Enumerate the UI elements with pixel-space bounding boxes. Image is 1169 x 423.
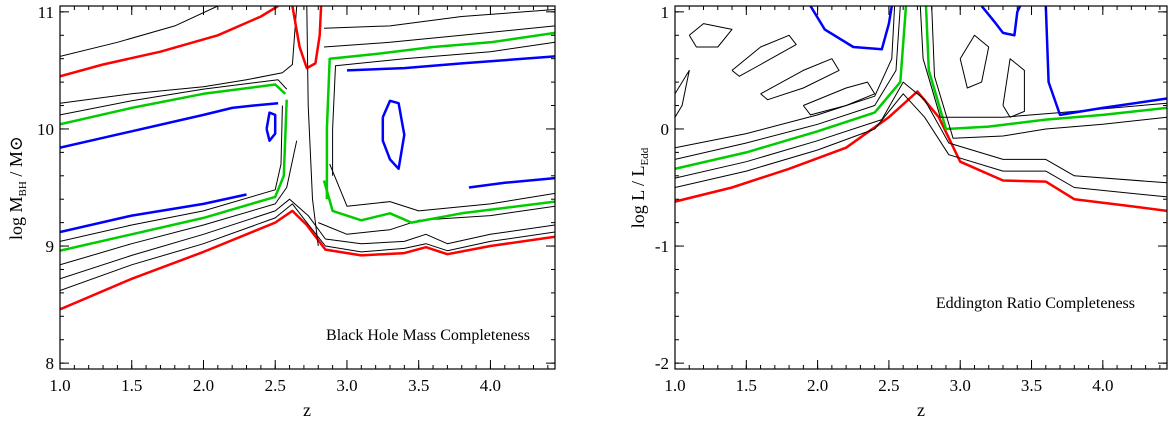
contour-line-1 — [60, 198, 555, 280]
eddington-ylabel-sub: Edd — [639, 147, 651, 165]
bh-mass-ylabel-symbol: ⊙ — [6, 136, 26, 151]
contour-line-17 — [291, 6, 323, 70]
contour-line-8 — [322, 180, 555, 224]
contour-line-16 — [959, 34, 990, 89]
y-tick-label: -2 — [655, 354, 669, 373]
contour-line-8 — [919, 6, 1167, 118]
contour-line-13 — [60, 6, 219, 57]
x-tick-label: 3.5 — [408, 376, 429, 395]
contour-line-12 — [60, 6, 279, 78]
contour-line-13 — [731, 34, 797, 77]
contour-line-0 — [675, 90, 1167, 213]
x-tick-label: 4.0 — [480, 376, 501, 395]
contour-line-18 — [675, 69, 690, 118]
x-tick-label: 1.0 — [49, 376, 70, 395]
x-tick-label: 2.0 — [807, 376, 828, 395]
contour-line-0 — [60, 203, 555, 291]
x-tick-label: 1.0 — [664, 376, 685, 395]
bh-mass-panel: 1.0 1.5 2.0 2.5 3.0 3.5 4.0 8 9 10 11 Black Hole M… — [6, 3, 556, 420]
contour-line-18 — [306, 6, 319, 247]
bh-mass-ylabel-main: log M — [6, 196, 26, 240]
contour-line-15 — [802, 81, 876, 116]
contour-line-7 — [318, 205, 555, 235]
bh-mass-xlabel: z — [303, 400, 311, 420]
y-tick-label: 0 — [661, 120, 670, 139]
eddington-annotation: Eddington Ratio Completeness — [936, 295, 1135, 312]
y-tick-label: 1 — [661, 3, 670, 22]
bh-mass-ylabel-rest: / M — [6, 151, 26, 181]
y-tick-label: -1 — [655, 237, 669, 256]
contour-line-11 — [60, 6, 298, 104]
eddington-frame — [674, 5, 1168, 370]
contour-line-24 — [381, 99, 406, 171]
contour-line-21 — [323, 25, 555, 48]
contour-line-19 — [325, 31, 555, 200]
contour-line-10 — [809, 6, 894, 51]
contour-line-6 — [60, 193, 247, 234]
contour-line-15 — [60, 79, 288, 116]
contour-line-4 — [60, 99, 288, 252]
contour-line-9 — [1044, 6, 1167, 117]
contour-line-16 — [60, 101, 279, 149]
contour-line-3 — [60, 140, 298, 266]
contour-line-20 — [332, 41, 555, 176]
contour-line-5 — [60, 105, 283, 242]
contour-line-17 — [1002, 58, 1025, 118]
x-tick-label: 3.5 — [1021, 376, 1042, 395]
contour-line-11 — [980, 6, 1022, 37]
eddington-ylabel-main: log L / L — [628, 165, 648, 228]
y-tick-label: 10 — [37, 120, 54, 139]
contour-line-2 — [60, 209, 555, 311]
contour-line-7 — [931, 6, 1167, 139]
contour-line-9 — [329, 163, 555, 212]
bh-mass-ylabel: log MBH / M⊙ — [6, 136, 29, 240]
x-tick-label: 2.5 — [265, 376, 286, 395]
x-tick-label: 2.5 — [878, 376, 899, 395]
bh-mass-contours — [60, 6, 555, 311]
x-tick-label: 4.0 — [1092, 376, 1113, 395]
contour-line-1 — [675, 93, 1167, 198]
bh-mass-frame — [59, 5, 556, 370]
bh-mass-ylabel-sub: BH — [17, 181, 29, 196]
y-tick-label: 9 — [46, 237, 55, 256]
contour-line-25 — [265, 111, 277, 142]
contour-line-23 — [346, 55, 555, 72]
x-tick-label: 3.0 — [950, 376, 971, 395]
contour-line-6 — [924, 6, 1167, 131]
contour-line-3 — [675, 6, 908, 171]
contour-line-22 — [323, 9, 555, 29]
x-tick-label: 2.0 — [193, 376, 214, 395]
x-tick-label: 1.5 — [121, 376, 142, 395]
contour-line-10 — [468, 176, 555, 189]
eddington-contours — [675, 6, 1167, 213]
eddington-panel: 1.0 1.5 2.0 2.5 3.0 3.5 4.0 -2 -1 0 1 Eddington Ra… — [628, 3, 1168, 420]
eddington-ticks: 1.0 1.5 2.0 2.5 3.0 3.5 4.0 -2 -1 0 1 — [655, 3, 1167, 395]
eddington-xlabel: z — [917, 400, 925, 420]
y-tick-label: 8 — [46, 354, 55, 373]
contour-line-4 — [675, 6, 901, 160]
x-tick-label: 3.0 — [336, 376, 357, 395]
x-tick-label: 1.5 — [736, 376, 757, 395]
contour-line-2 — [675, 81, 1167, 184]
contour-line-14 — [60, 83, 287, 126]
bh-mass-ticks: 1.0 1.5 2.0 2.5 3.0 3.5 4.0 8 9 10 11 — [37, 3, 555, 395]
contour-line-12 — [688, 23, 733, 48]
bh-mass-annotation: Black Hole Mass Completeness — [326, 327, 530, 344]
contour-line-14 — [760, 58, 840, 101]
eddington-ylabel: log L / LEdd — [628, 147, 651, 228]
y-tick-label: 11 — [38, 3, 54, 22]
